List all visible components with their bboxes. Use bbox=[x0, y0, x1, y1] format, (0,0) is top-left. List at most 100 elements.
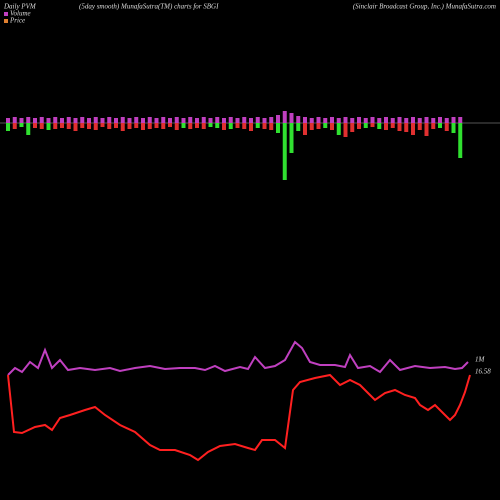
volume-up bbox=[208, 118, 213, 123]
volume-down bbox=[235, 123, 240, 128]
volume-down bbox=[100, 123, 105, 127]
volume-up bbox=[161, 117, 166, 123]
volume-up bbox=[174, 117, 179, 123]
volume-down bbox=[19, 123, 24, 127]
volume-down bbox=[134, 123, 139, 128]
volume-up bbox=[370, 117, 375, 123]
volume-down bbox=[66, 123, 71, 129]
volume-down bbox=[39, 123, 44, 129]
volume-down bbox=[141, 123, 145, 130]
volume-up bbox=[6, 118, 10, 123]
volume-down bbox=[282, 123, 287, 180]
volume-down bbox=[93, 123, 98, 130]
volume-up bbox=[404, 118, 409, 123]
volume-up bbox=[228, 117, 233, 123]
volume-up bbox=[107, 117, 112, 123]
volume-up bbox=[390, 118, 395, 123]
volume-up bbox=[431, 118, 436, 123]
volume-up bbox=[87, 118, 91, 123]
volume-up bbox=[66, 117, 71, 123]
volume-up bbox=[39, 117, 44, 123]
volume-down bbox=[262, 123, 267, 129]
volume-up bbox=[235, 118, 240, 123]
legend-swatch bbox=[4, 19, 8, 23]
volume-down bbox=[323, 123, 328, 128]
volume-down bbox=[431, 123, 436, 129]
volume-down bbox=[107, 123, 112, 129]
volume-up bbox=[424, 117, 429, 123]
volume-up bbox=[181, 118, 186, 123]
title-left: Daily PVM bbox=[3, 3, 37, 11]
volume-down bbox=[357, 123, 361, 129]
volume-up bbox=[397, 117, 402, 123]
volume-up bbox=[53, 117, 58, 123]
volume-up bbox=[222, 118, 226, 123]
volume-up bbox=[195, 118, 199, 123]
volume-up bbox=[93, 117, 98, 123]
volume-up bbox=[350, 118, 355, 123]
volume-down bbox=[363, 123, 368, 128]
volume-down bbox=[377, 123, 382, 129]
volume-down bbox=[309, 123, 314, 130]
volume-down bbox=[404, 123, 409, 132]
volume-up bbox=[276, 115, 280, 123]
volume-up bbox=[343, 117, 348, 123]
volume-up bbox=[411, 117, 415, 123]
volume-up bbox=[120, 117, 125, 123]
volume-down bbox=[330, 123, 334, 130]
volume-up bbox=[215, 117, 220, 123]
volume-down bbox=[390, 123, 395, 128]
volume-up bbox=[336, 118, 341, 123]
volume-down bbox=[120, 123, 125, 131]
volume-up bbox=[73, 118, 78, 123]
volume-up bbox=[60, 118, 64, 123]
volume-up bbox=[255, 117, 260, 123]
volume-up bbox=[309, 118, 314, 123]
volume-down bbox=[80, 123, 85, 128]
volume-down bbox=[417, 123, 422, 130]
volume-down bbox=[208, 123, 213, 127]
volume-down bbox=[269, 123, 274, 130]
volume-down bbox=[33, 123, 37, 128]
volume-up bbox=[377, 118, 382, 123]
volume-up bbox=[438, 117, 442, 123]
volume-down bbox=[147, 123, 152, 129]
volume-down bbox=[438, 123, 442, 128]
volume-up bbox=[147, 117, 152, 123]
volume-up bbox=[100, 118, 105, 123]
volume-down bbox=[242, 123, 247, 129]
volume-down bbox=[451, 123, 456, 133]
volume-up bbox=[451, 117, 456, 123]
volume-down bbox=[181, 123, 186, 128]
volume-down bbox=[228, 123, 233, 129]
volume-down bbox=[195, 123, 199, 128]
volume-up bbox=[303, 117, 307, 123]
volume-down bbox=[222, 123, 226, 130]
volume-down bbox=[87, 123, 91, 129]
volume-up bbox=[26, 117, 31, 123]
volume-up bbox=[168, 118, 172, 123]
volume-up bbox=[323, 118, 328, 123]
volume-up bbox=[357, 117, 361, 123]
volume-up bbox=[282, 111, 287, 123]
volume-down bbox=[174, 123, 179, 130]
volume-down bbox=[60, 123, 64, 128]
volume-up bbox=[127, 118, 132, 123]
volume-up bbox=[188, 117, 193, 123]
volume-down bbox=[46, 123, 51, 130]
volume-up bbox=[417, 118, 422, 123]
volume-down bbox=[411, 123, 415, 135]
price-label: 16.58 bbox=[475, 368, 491, 376]
volume-down bbox=[458, 123, 463, 158]
volume-up bbox=[33, 118, 37, 123]
volume-down bbox=[73, 123, 78, 131]
volume-down bbox=[201, 123, 206, 129]
legend-label: Volume bbox=[10, 10, 31, 18]
volume-down bbox=[384, 123, 388, 130]
volume-up bbox=[363, 118, 368, 123]
volume-up bbox=[296, 116, 301, 123]
volume-down bbox=[168, 123, 172, 127]
volume-up bbox=[134, 117, 139, 123]
volume-down bbox=[444, 123, 449, 131]
